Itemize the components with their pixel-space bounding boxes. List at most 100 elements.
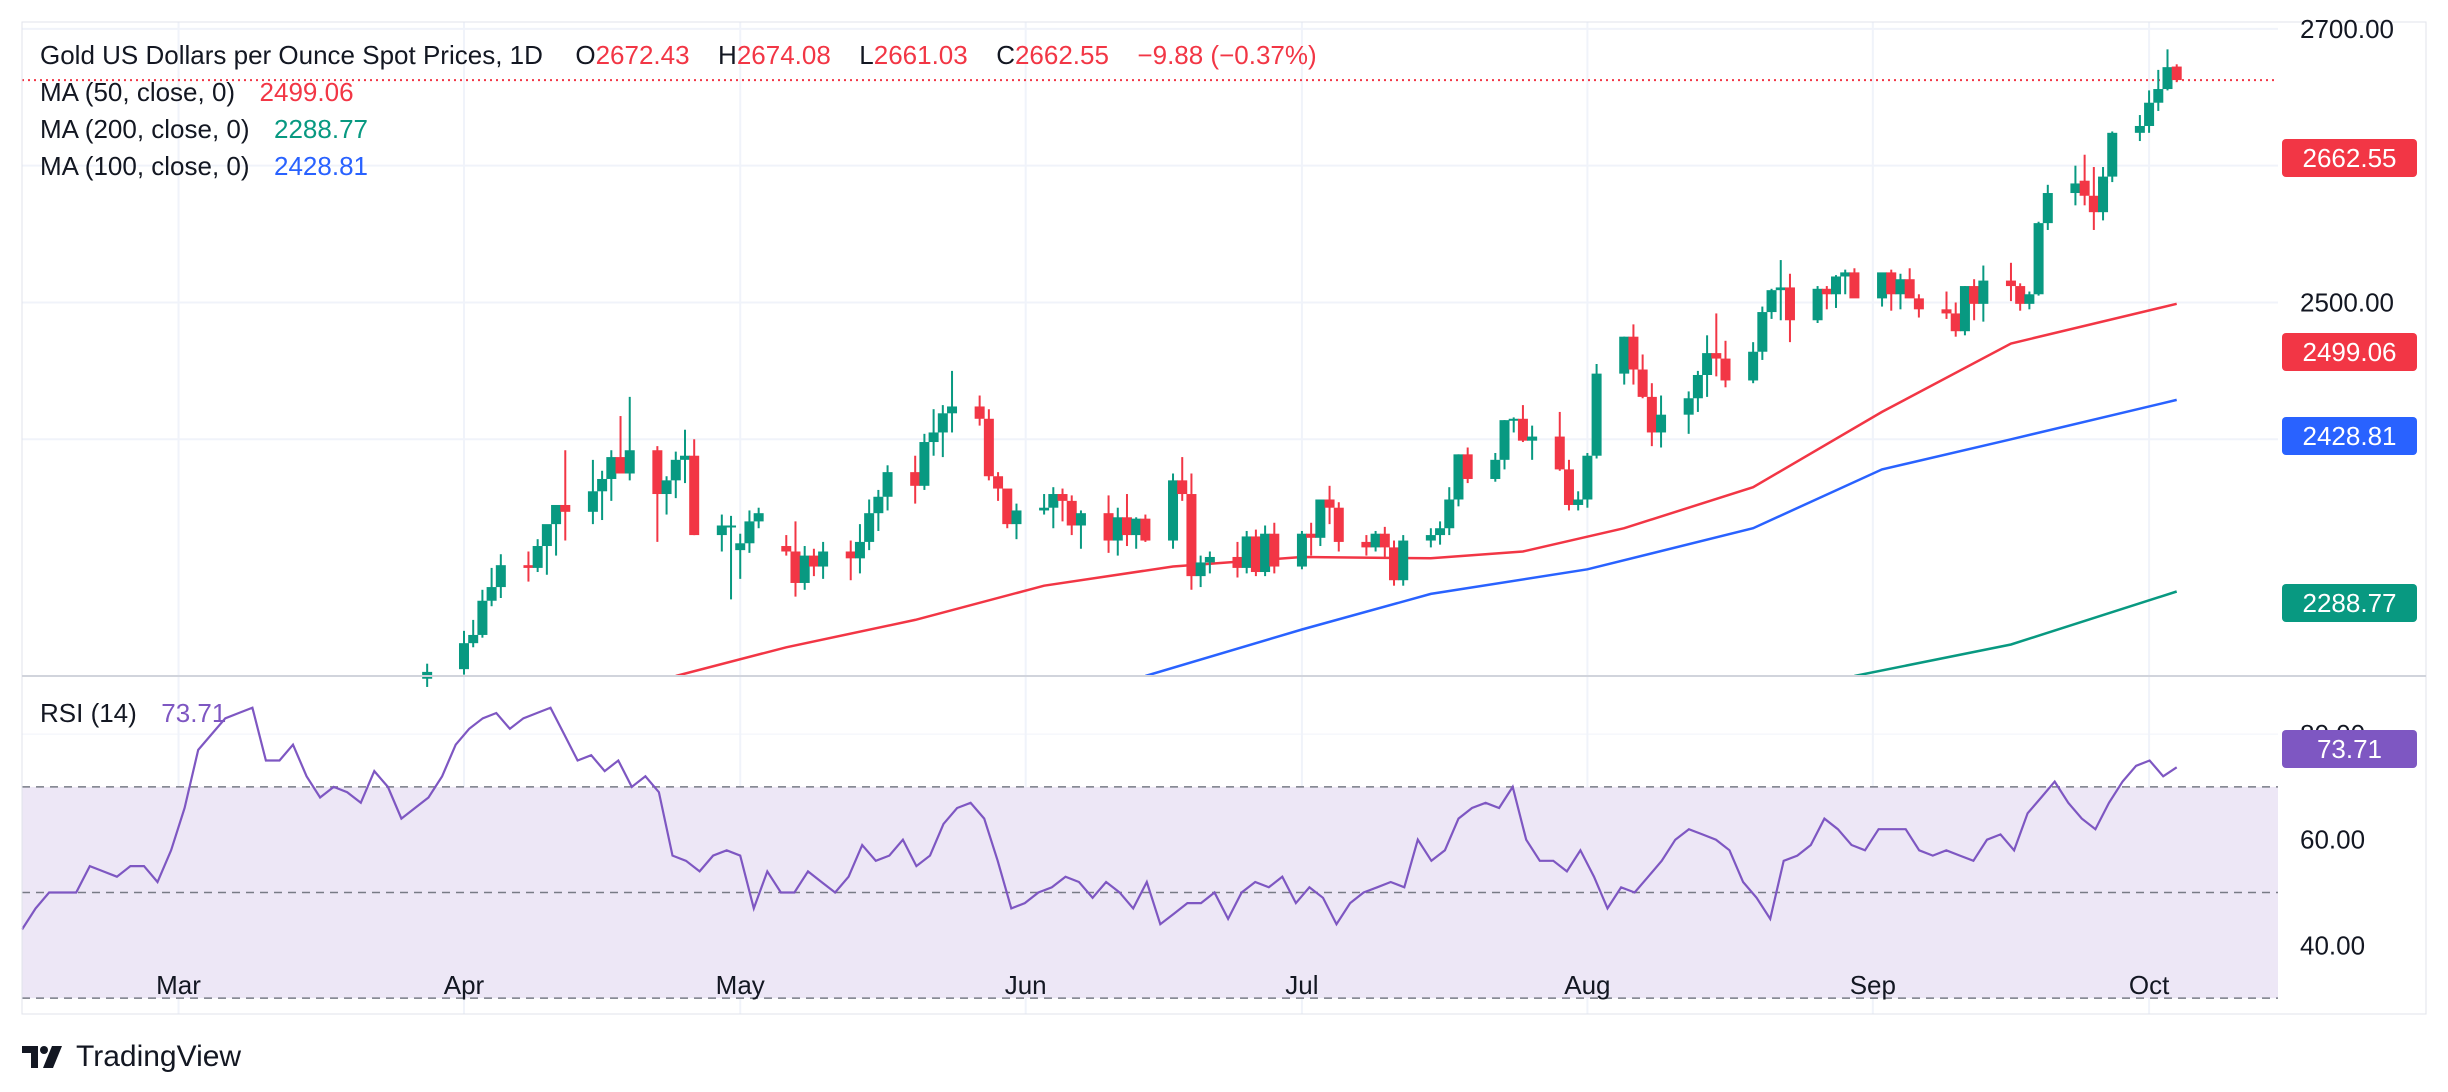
candle-body — [1075, 513, 1086, 526]
candle-body — [2033, 223, 2044, 295]
candle — [864, 499, 875, 551]
candle-body — [523, 565, 534, 568]
tradingview-logo-icon — [22, 1046, 62, 1068]
candle-body — [1904, 279, 1915, 299]
candle-body — [615, 457, 626, 474]
tradingview-logo[interactable]: TradingView — [22, 1040, 241, 1074]
candle-body — [808, 555, 819, 567]
x-tick-label: Apr — [444, 970, 485, 1000]
candle — [1195, 555, 1206, 588]
candle — [1692, 370, 1703, 412]
candle-body — [1370, 533, 1381, 548]
candle — [532, 539, 543, 573]
candle-body — [477, 600, 488, 635]
candle — [1121, 494, 1132, 547]
candle — [615, 416, 626, 474]
candle-body — [854, 541, 865, 559]
rsi-legend[interactable]: RSI (14) 73.71 — [40, 700, 226, 726]
candle-body — [1573, 499, 1584, 505]
candle-body — [1840, 272, 1851, 277]
ma50-legend[interactable]: MA (50, close, 0) 2499.06 — [40, 79, 354, 105]
ma100-value: 2428.81 — [274, 151, 368, 181]
candle-body — [670, 459, 681, 481]
candle — [2079, 154, 2090, 206]
candle-body — [689, 455, 700, 536]
candle — [983, 409, 994, 481]
close-value: 2662.55 — [1014, 40, 1109, 70]
candle — [1683, 391, 1694, 434]
candle-body — [1508, 418, 1519, 421]
candle — [1913, 294, 1924, 318]
candle — [1453, 454, 1464, 507]
candle-body — [1978, 280, 1989, 304]
candle-body — [1177, 480, 1188, 495]
candle — [2070, 165, 2081, 206]
candle — [1232, 541, 1243, 578]
candle — [1324, 485, 1335, 525]
candle — [1573, 491, 1584, 511]
candle-body — [1361, 541, 1372, 548]
candle — [1379, 526, 1390, 557]
candle-body — [1886, 272, 1897, 295]
candle — [1904, 268, 1915, 299]
candle — [1204, 551, 1215, 574]
candle — [652, 446, 663, 542]
candle-body — [1453, 454, 1464, 500]
candle-body — [2098, 176, 2109, 213]
candle — [1075, 510, 1086, 549]
candle — [974, 395, 985, 426]
candle — [1499, 420, 1510, 470]
candle — [486, 567, 497, 607]
candle — [919, 433, 930, 490]
candle-body — [1168, 480, 1179, 541]
candle — [1462, 447, 1473, 484]
candle — [947, 370, 958, 433]
candle — [1131, 517, 1142, 549]
candle-body — [1554, 436, 1565, 470]
candle — [1886, 269, 1897, 311]
candle — [1877, 272, 1888, 307]
candle-body — [2162, 67, 2173, 90]
candle — [1784, 273, 1795, 343]
candle — [1757, 306, 1768, 360]
ma200-legend[interactable]: MA (200, close, 0) 2288.77 — [40, 116, 368, 142]
candle — [1563, 459, 1574, 511]
candle — [1637, 354, 1648, 399]
candle — [495, 554, 506, 599]
open-value: 2672.43 — [595, 40, 690, 70]
candle — [873, 489, 884, 531]
candle — [799, 546, 810, 590]
ma50-value: 2499.06 — [259, 77, 354, 107]
candle-body — [735, 543, 746, 551]
candle-body — [1702, 353, 1713, 375]
chart-title-row: Gold US Dollars per Ounce Spot Prices, 1… — [40, 42, 1317, 68]
candle-body — [1398, 540, 1409, 581]
candle-body — [1389, 547, 1400, 581]
candle-body — [560, 504, 571, 512]
candle-body — [1711, 353, 1722, 359]
ma100-legend[interactable]: MA (100, close, 0) 2428.81 — [40, 153, 368, 179]
candle-body — [606, 457, 617, 479]
y-tick-label: 2500.00 — [2300, 287, 2394, 317]
candle-body — [993, 476, 1004, 489]
candle-body — [2134, 125, 2145, 133]
low-value: 2661.03 — [873, 40, 968, 70]
candle — [726, 515, 737, 600]
candle — [1306, 522, 1317, 556]
candle — [1656, 395, 1667, 448]
candle-body — [1425, 535, 1436, 541]
candle-body — [1333, 507, 1344, 542]
candle-body — [1748, 351, 1759, 381]
candle-body — [1232, 556, 1243, 568]
candle-body — [744, 521, 755, 544]
candle — [937, 405, 948, 458]
candle — [689, 439, 700, 536]
candle-body — [1204, 556, 1215, 563]
candle — [1315, 499, 1326, 547]
candle — [1591, 364, 1602, 459]
candle-body — [661, 480, 672, 495]
candle-body — [2088, 195, 2099, 213]
candle-body — [974, 406, 985, 419]
candle — [2005, 262, 2016, 302]
candle-body — [1324, 499, 1335, 508]
